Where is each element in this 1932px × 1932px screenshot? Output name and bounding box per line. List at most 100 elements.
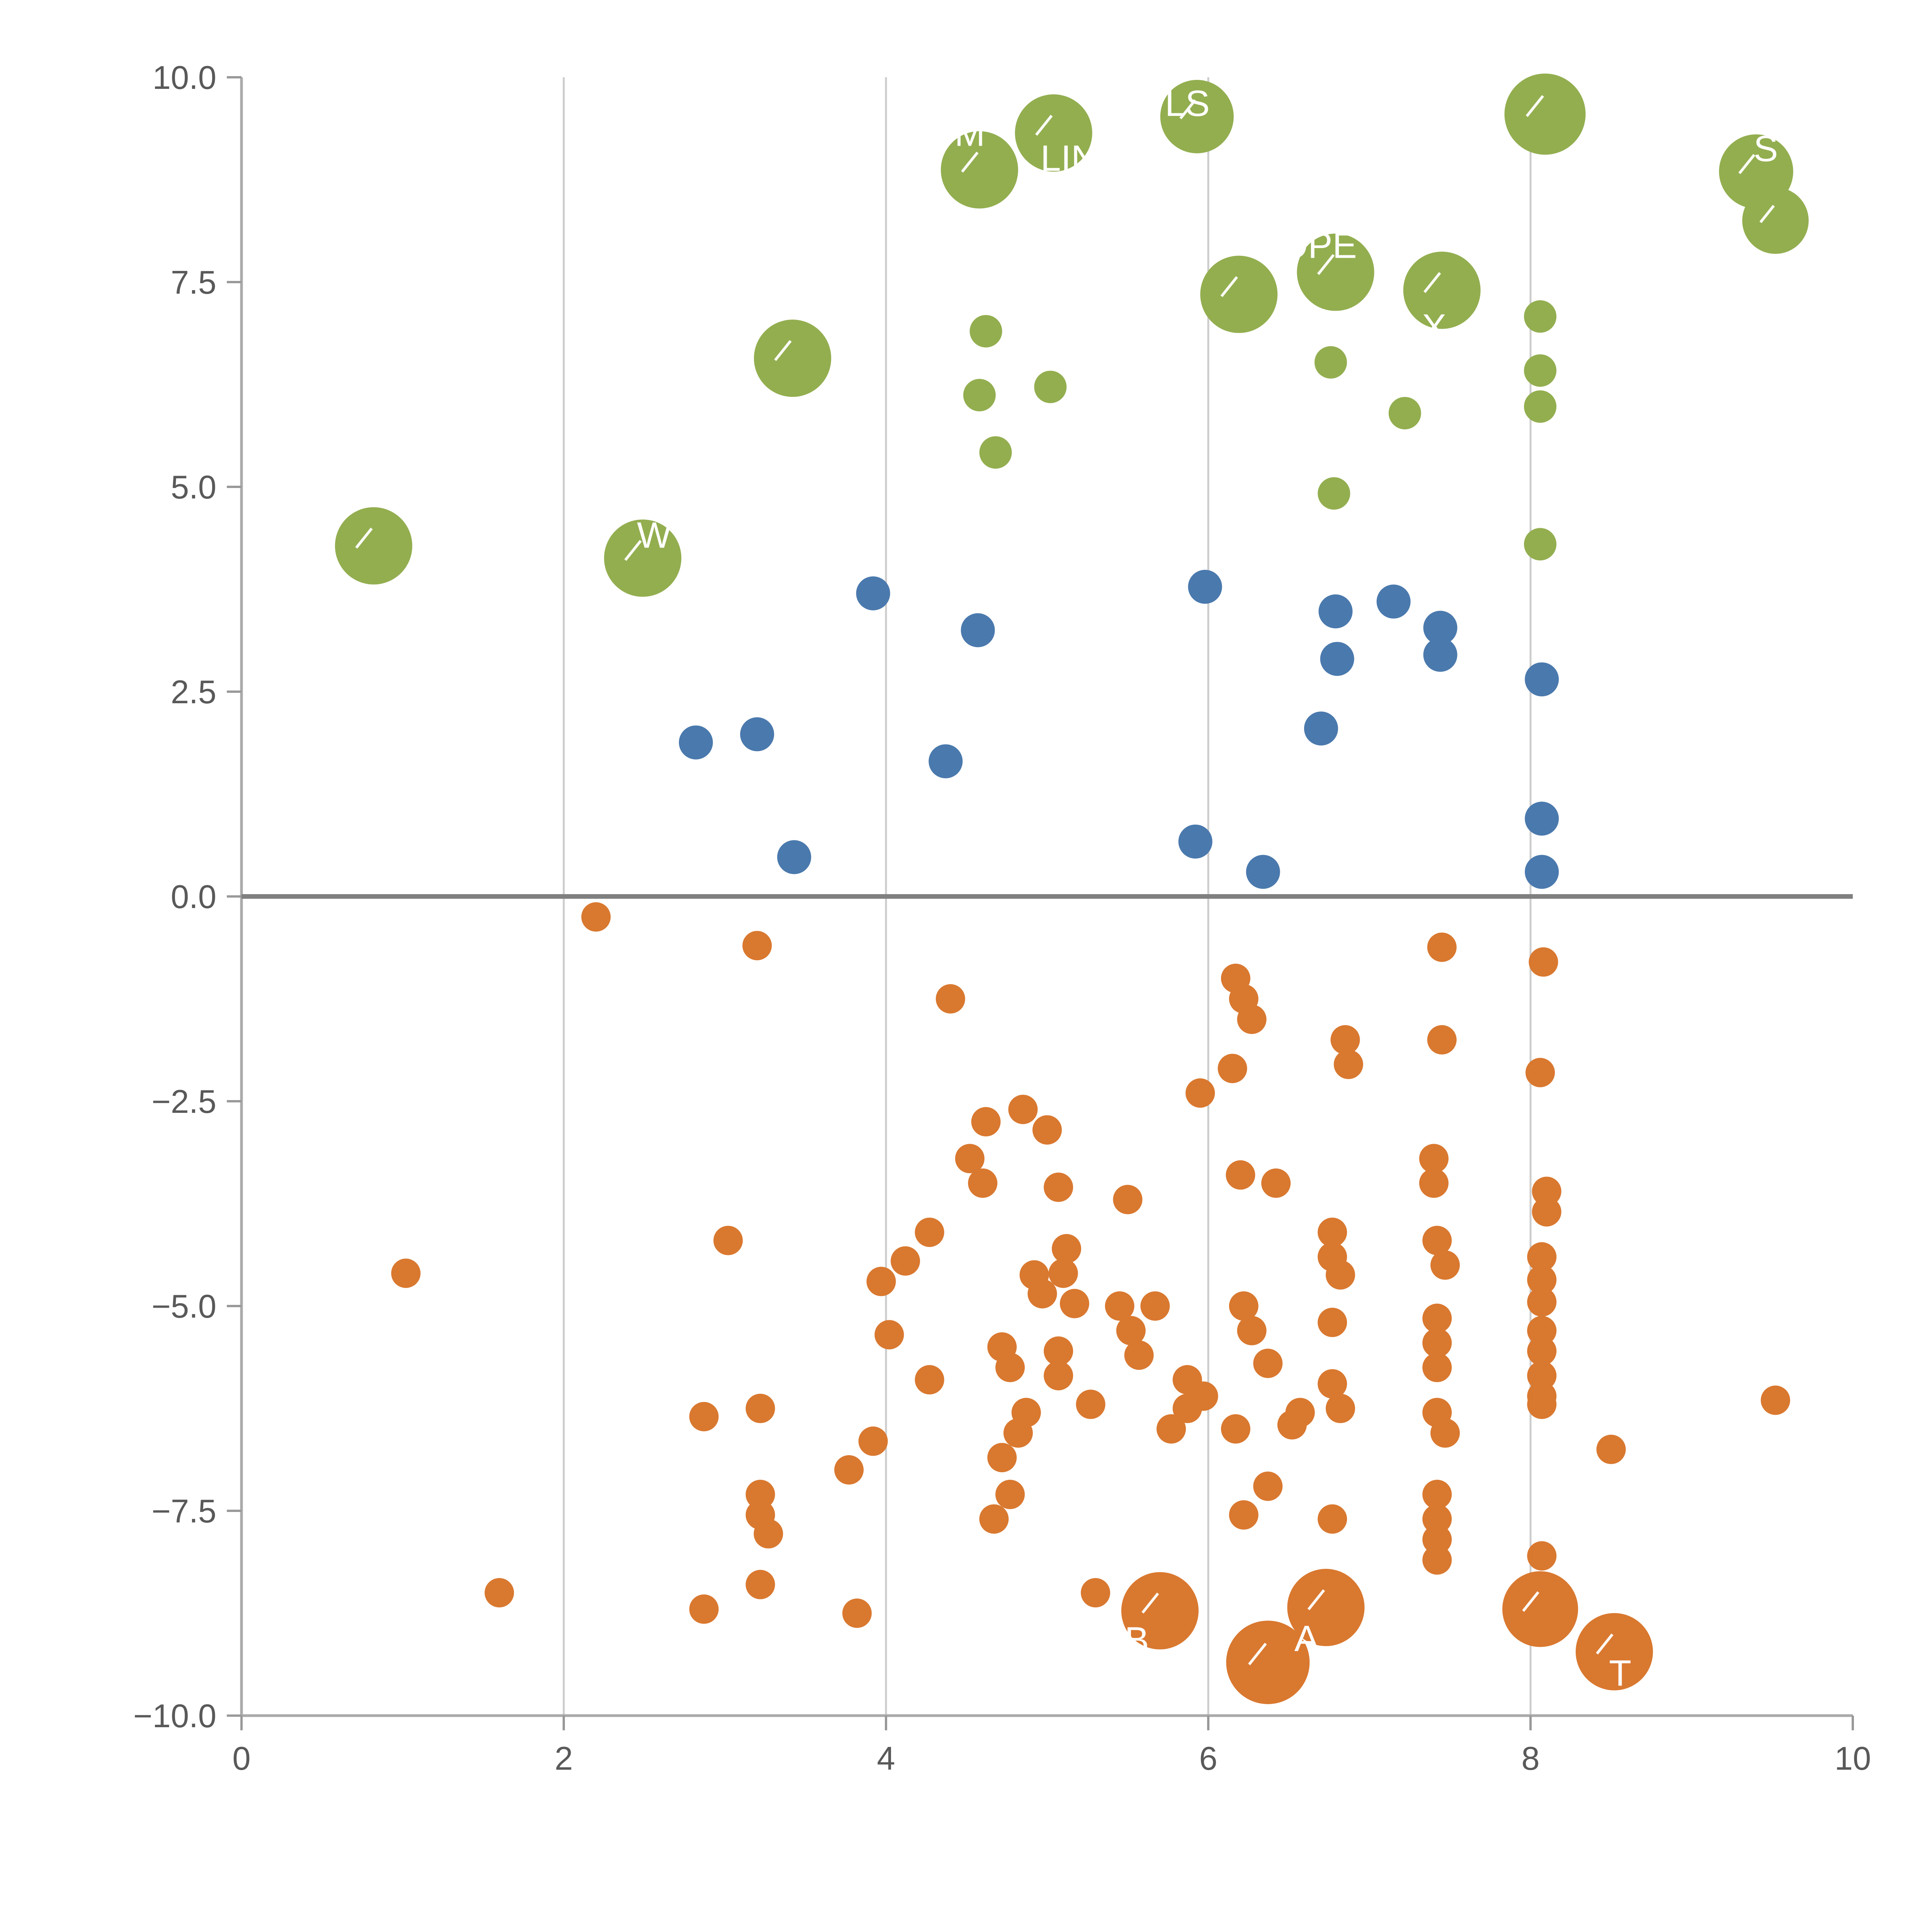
data-point-orange-group — [1172, 1394, 1202, 1423]
data-point-orange-group — [1527, 1541, 1557, 1571]
data-point-blue-group — [929, 744, 963, 779]
data-point-blue-group — [1525, 662, 1559, 697]
bubble-leader-line — [1141, 1592, 1159, 1614]
bubble-leader-line — [961, 151, 979, 173]
y-tick-label: 7.5 — [171, 264, 216, 301]
y-tick-label: 0.0 — [171, 879, 216, 915]
data-point-orange-group — [979, 1504, 1009, 1534]
data-bubble-green-group — [1403, 252, 1481, 329]
y-tick-label: 10.0 — [153, 60, 216, 96]
data-point-orange-group — [742, 931, 772, 961]
bubble-leader-line — [624, 540, 642, 561]
bubble-leader-line — [1526, 95, 1544, 117]
data-bubble-green-group — [335, 507, 412, 585]
data-point-orange-group — [1333, 1049, 1363, 1079]
data-point-orange-group — [1105, 1291, 1134, 1321]
data-bubble-orange-group — [1121, 1572, 1199, 1650]
data-point-orange-group — [1422, 1480, 1452, 1509]
x-tick-label: 4 — [877, 1740, 895, 1777]
data-point-orange-group — [1422, 1353, 1452, 1382]
bubble-leader-line — [1307, 1589, 1325, 1611]
data-point-orange-group — [866, 1267, 896, 1296]
data-point-orange-group — [1527, 1265, 1557, 1295]
data-point-orange-group — [745, 1570, 775, 1599]
data-point-orange-group — [971, 1107, 1001, 1136]
data-point-orange-group — [858, 1426, 888, 1456]
bubble-label: T — [1609, 1653, 1631, 1694]
data-point-orange-group — [1532, 1177, 1561, 1206]
data-point-orange-group — [1419, 1144, 1449, 1173]
data-point-orange-group — [1185, 1078, 1215, 1108]
data-bubble-green-group — [940, 131, 1018, 209]
data-point-orange-group — [1044, 1336, 1073, 1366]
data-point-blue-group — [1304, 711, 1338, 746]
data-point-orange-group — [1003, 1418, 1033, 1448]
bubble-label: OPE — [1279, 225, 1357, 266]
data-point-blue-group — [777, 840, 811, 874]
data-point-orange-group — [1325, 1394, 1355, 1423]
data-point-orange-group — [1430, 1250, 1460, 1280]
data-point-orange-group — [1526, 1058, 1555, 1087]
data-point-orange-group — [1253, 1471, 1283, 1501]
data-point-orange-group — [1419, 1168, 1449, 1198]
bubble-leader-line — [1317, 254, 1335, 275]
data-bubble-orange-group — [1287, 1569, 1365, 1646]
data-point-orange-group — [1422, 1303, 1452, 1333]
data-point-blue-group — [1376, 584, 1411, 619]
data-point-orange-group — [1124, 1340, 1154, 1370]
data-point-orange-group — [1052, 1234, 1082, 1264]
data-point-green-group — [1388, 397, 1421, 430]
bubble-leader-line — [1423, 272, 1441, 293]
data-point-green-group — [1318, 477, 1350, 510]
data-point-orange-group — [1532, 1197, 1561, 1227]
data-point-green-group — [979, 436, 1012, 469]
bubble-label: M — [954, 113, 985, 154]
y-tick-label: −7.5 — [151, 1493, 216, 1530]
data-point-blue-group — [1525, 855, 1559, 889]
y-tick-label: 5.0 — [171, 469, 216, 506]
x-tick-label: 8 — [1521, 1740, 1539, 1777]
y-tick-label: −5.0 — [151, 1288, 216, 1325]
data-point-orange-group — [995, 1480, 1025, 1509]
data-bubble-green-group — [604, 519, 682, 597]
data-point-orange-group — [753, 1519, 783, 1549]
data-point-orange-group — [1527, 1361, 1557, 1391]
data-bubble-green-group — [1504, 73, 1586, 155]
data-point-blue-group — [740, 717, 774, 752]
data-point-orange-group — [1261, 1168, 1291, 1198]
data-point-blue-group — [1188, 570, 1222, 604]
data-point-orange-group — [1527, 1287, 1557, 1317]
data-point-orange-group — [842, 1599, 872, 1628]
data-point-orange-group — [1218, 1054, 1247, 1083]
data-point-orange-group — [1048, 1259, 1078, 1288]
bubble-label: W — [637, 515, 672, 556]
data-point-orange-group — [1253, 1349, 1283, 1378]
data-point-green-group — [1524, 354, 1557, 387]
data-point-orange-group — [1422, 1525, 1452, 1554]
data-point-orange-group — [1008, 1095, 1038, 1124]
bubble-leader-line — [774, 340, 792, 361]
bubble-leader-line — [1035, 114, 1053, 136]
bubble-label: X — [1422, 307, 1446, 348]
bubble-leader-line — [1179, 99, 1196, 119]
data-point-orange-group — [1422, 1226, 1452, 1255]
data-point-orange-group — [1529, 947, 1558, 977]
data-point-blue-group — [679, 725, 713, 760]
data-point-orange-group — [1427, 932, 1457, 962]
data-point-blue-group — [856, 576, 890, 611]
data-point-orange-group — [485, 1578, 514, 1607]
data-point-orange-group — [1330, 1025, 1360, 1054]
data-point-orange-group — [1422, 1545, 1452, 1575]
data-bubble-orange-group — [1226, 1621, 1310, 1704]
bubble-leader-line — [355, 527, 373, 549]
data-bubble-green-group — [1015, 94, 1092, 172]
data-point-green-group — [969, 315, 1002, 348]
data-point-orange-group — [935, 984, 965, 1014]
data-point-orange-group — [834, 1455, 864, 1485]
data-point-orange-group — [1237, 1316, 1267, 1345]
data-point-orange-group — [1221, 1414, 1250, 1444]
y-tick-label: −10.0 — [133, 1698, 216, 1735]
data-point-blue-group — [1318, 594, 1353, 629]
data-point-orange-group — [874, 1320, 904, 1350]
